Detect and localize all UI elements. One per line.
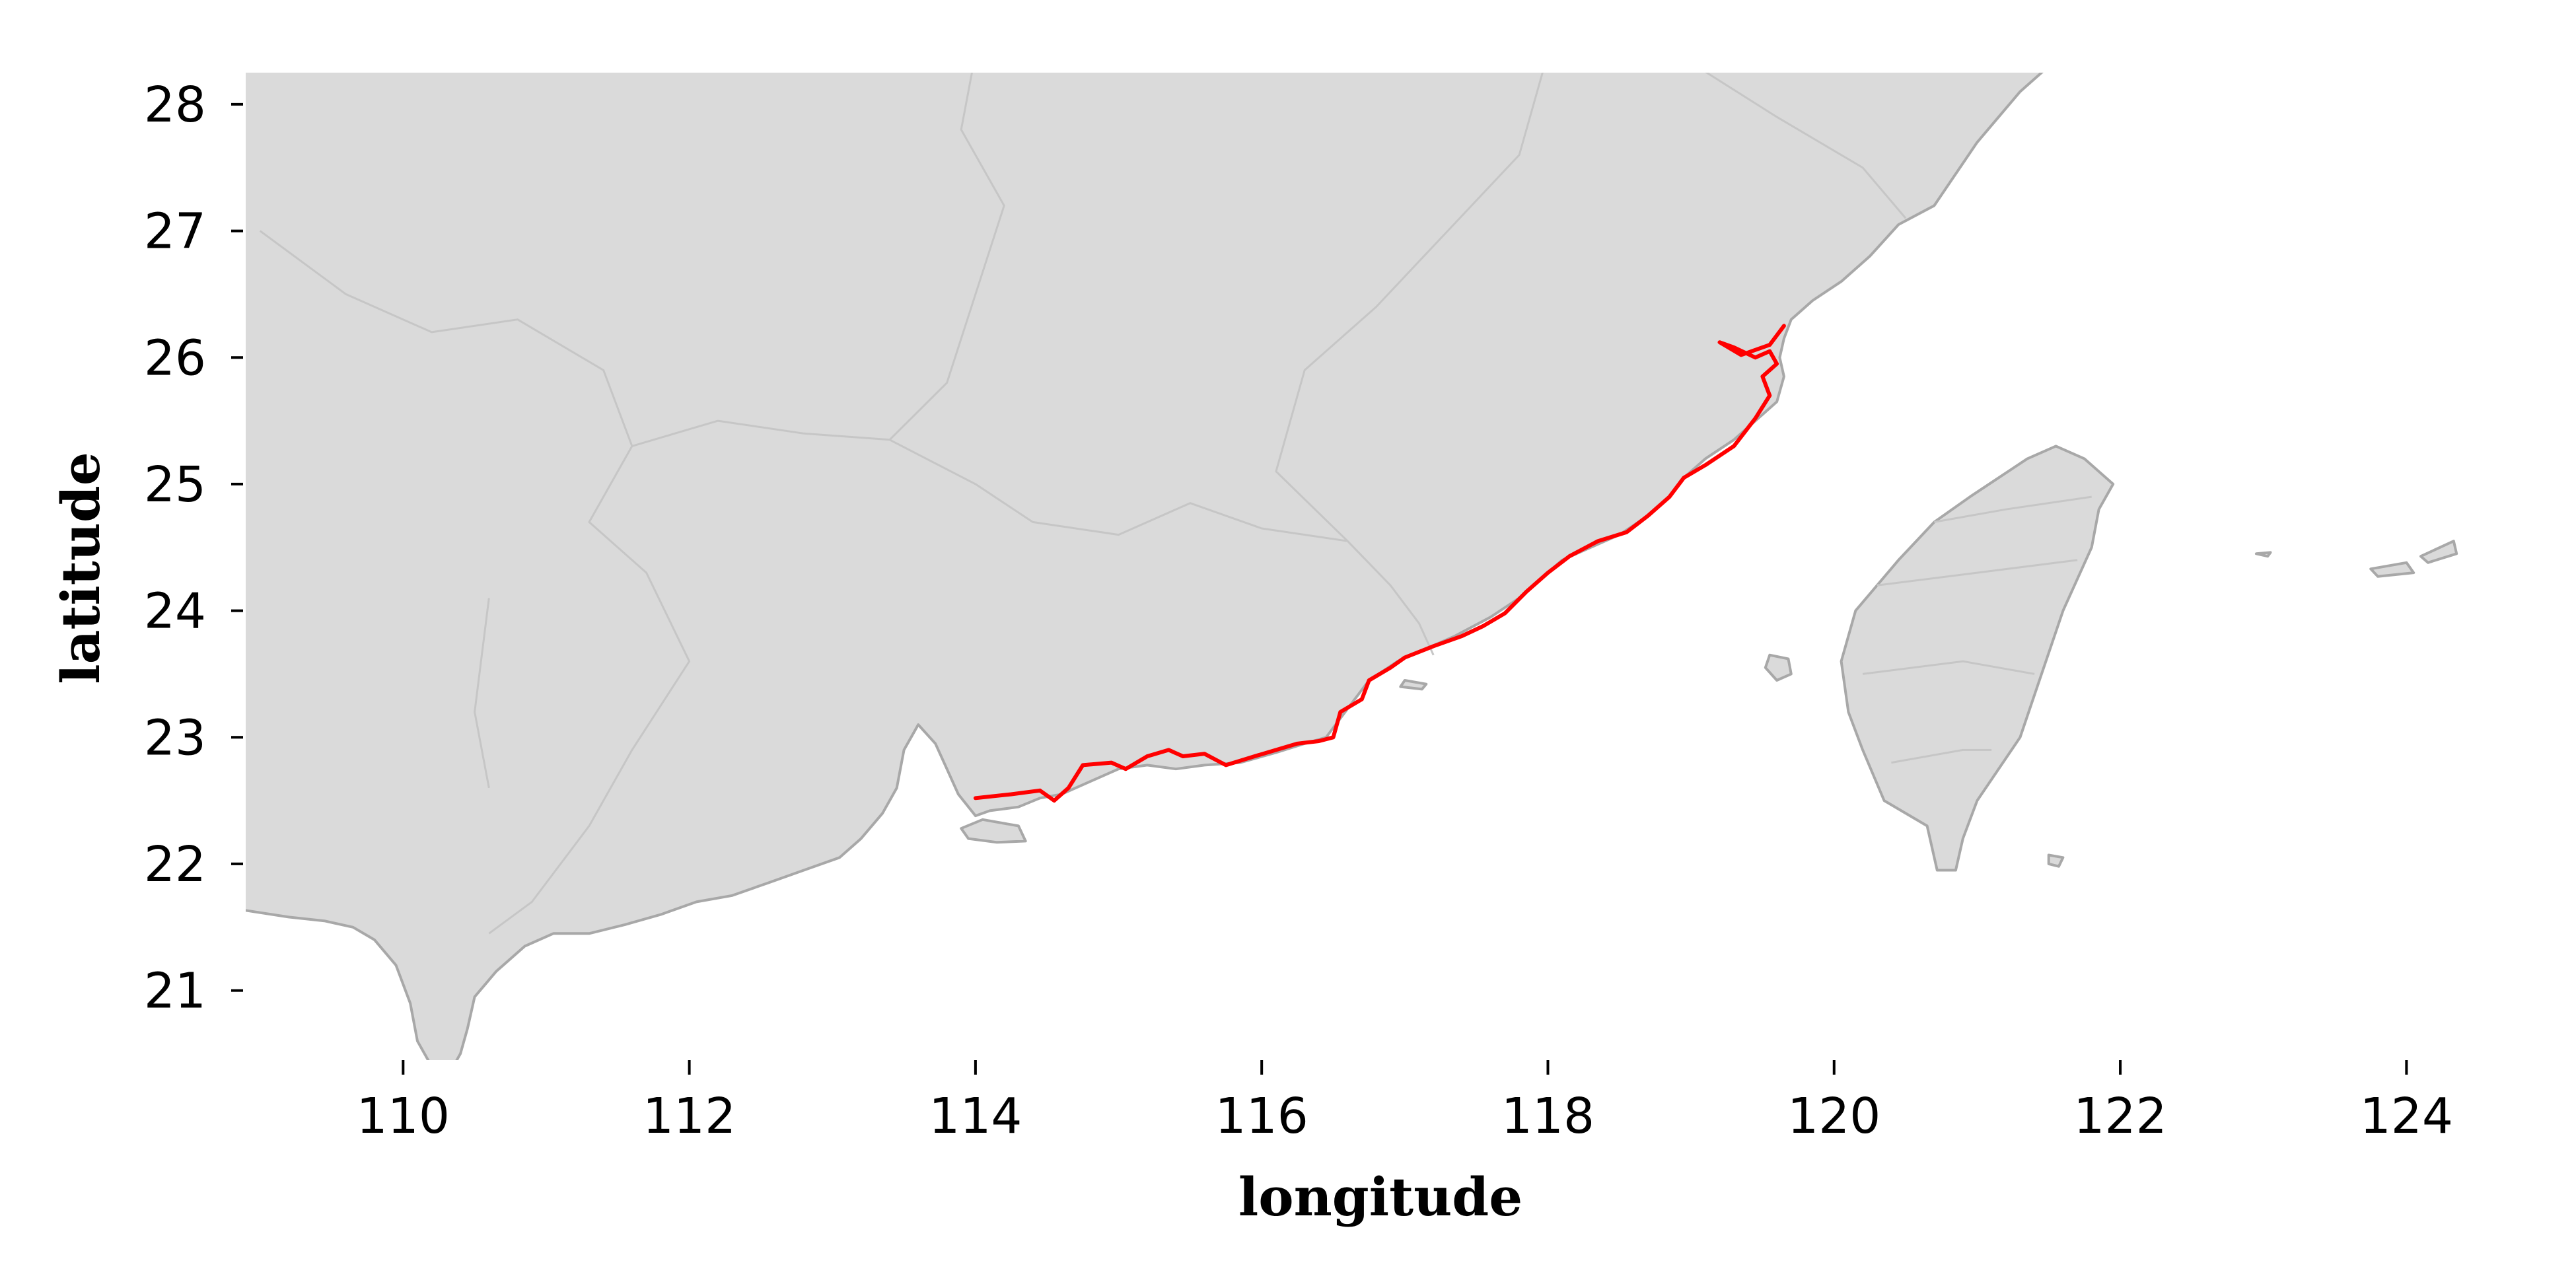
hong-kong-islands	[960, 818, 1027, 844]
x-tick-label: 120	[1787, 1088, 1880, 1145]
nanao-island	[1399, 679, 1428, 691]
x-tick-label: 114	[929, 1088, 1022, 1145]
y-tick-label: 27	[144, 203, 206, 260]
y-tick-label: 25	[144, 456, 206, 513]
taiwan-landmass	[1840, 445, 2115, 872]
y-tick-label: 24	[144, 583, 206, 640]
province-borders	[259, 73, 1907, 935]
ryukyu-island	[2254, 551, 2272, 558]
y-tick-label: 23	[144, 709, 206, 766]
ryukyu-island	[2419, 540, 2458, 564]
x-tick-label: 124	[2360, 1088, 2453, 1145]
x-tick-label: 110	[357, 1088, 450, 1145]
ryukyu-island	[2369, 561, 2415, 578]
y-tick-label: 26	[144, 330, 206, 386]
x-axis-label: longitude	[1238, 1166, 1522, 1228]
x-tick-label: 122	[2073, 1088, 2166, 1145]
route-line	[973, 324, 1786, 803]
x-tick-label: 112	[643, 1088, 736, 1145]
plot-area	[246, 73, 2458, 1060]
penghu-islands	[1764, 653, 1793, 682]
x-tick-label: 118	[1501, 1088, 1594, 1145]
x-tick-label: 116	[1215, 1088, 1308, 1145]
x-axis: 110 112 114 116 118 120 122 124	[357, 1060, 2453, 1145]
y-tick-label: 28	[144, 77, 206, 133]
y-axis-label: latitude	[50, 452, 112, 684]
y-tick-label: 22	[144, 836, 206, 893]
lanyu-island	[2047, 853, 2065, 868]
mainland-china-landmass	[246, 73, 2044, 1060]
y-axis: 21 22 23 24 25 26 27 28	[144, 77, 243, 1020]
y-tick-label: 21	[144, 963, 206, 1020]
taiwan-county-borders	[1862, 495, 2092, 764]
